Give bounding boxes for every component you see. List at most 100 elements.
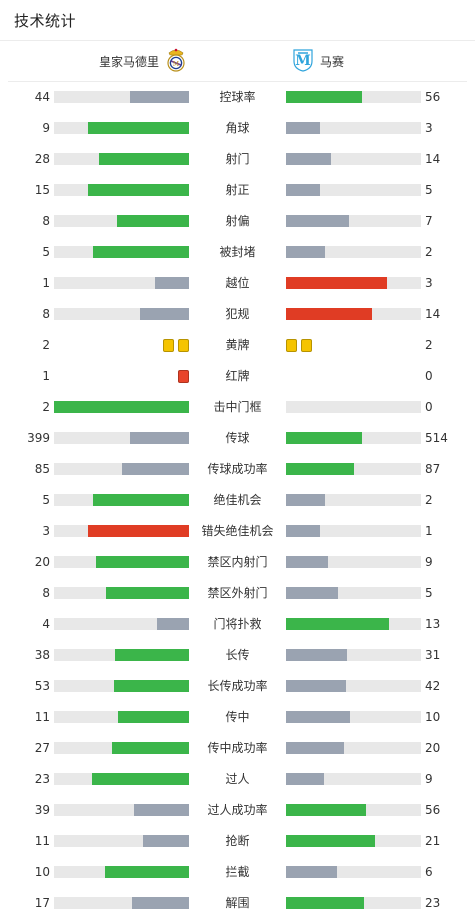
home-stat-bar-fill — [157, 618, 189, 630]
stat-label: 射门 — [225, 152, 250, 166]
stat-label: 过人成功率 — [207, 803, 268, 817]
home-stat-bar-fill — [131, 897, 189, 909]
home-stat-value: 85 — [34, 462, 50, 476]
away-stat-bar-fill — [286, 525, 320, 537]
away-stat-value: 2 — [425, 245, 433, 259]
stat-label: 传中成功率 — [207, 741, 268, 755]
away-stat-value: 42 — [425, 679, 441, 693]
away-cards — [286, 339, 312, 352]
home-stat-bar — [54, 804, 189, 816]
away-stat-value: 3 — [425, 276, 433, 290]
yellow-card-icon — [163, 339, 174, 352]
away-stat-value: 5 — [425, 183, 433, 197]
away-stat-bar-fill — [286, 897, 364, 909]
svg-text:M: M — [173, 61, 179, 68]
home-stat-bar — [54, 122, 189, 134]
home-stat-value: 11 — [34, 834, 50, 848]
home-stat-bar — [54, 587, 189, 599]
marseille-crest-icon: M — [292, 48, 314, 76]
stat-label: 过人 — [225, 772, 250, 786]
stat-row: 23 过人 9 — [0, 764, 475, 795]
stat-label: 禁区外射门 — [207, 586, 268, 600]
away-stat-bar-fill — [286, 122, 320, 134]
stat-row: 53 长传成功率 42 — [0, 671, 475, 702]
away-stat-bar — [286, 649, 421, 661]
away-stat-bar — [286, 525, 421, 537]
away-stat-bar — [286, 401, 421, 413]
stat-row: 5 被封堵 2 — [0, 237, 475, 268]
home-team: 皇家马德里 M — [99, 41, 187, 82]
home-stat-value: 38 — [34, 648, 50, 662]
stat-label: 禁区内射门 — [207, 555, 268, 569]
away-stat-value: 20 — [425, 741, 441, 755]
away-stat-bar-fill — [286, 215, 350, 227]
stat-label: 门将扑救 — [213, 617, 262, 631]
home-stat-bar-fill — [113, 680, 189, 692]
stat-row: 15 射正 5 — [0, 175, 475, 206]
home-stat-bar-fill — [111, 742, 189, 754]
away-stat-bar-fill — [286, 587, 338, 599]
away-stat-value: 56 — [425, 90, 441, 104]
home-stat-bar — [54, 649, 189, 661]
away-stat-bar-fill — [286, 91, 362, 103]
home-stat-bar-fill — [129, 91, 189, 103]
stat-row: 27 传中成功率 20 — [0, 733, 475, 764]
stat-row: 2 黄牌 2 — [0, 330, 475, 361]
stat-label: 错失绝佳机会 — [201, 524, 274, 538]
stat-label: 传球成功率 — [207, 462, 268, 476]
home-stat-bar — [54, 494, 189, 506]
away-stat-bar-fill — [286, 866, 337, 878]
stat-label: 绝佳机会 — [213, 493, 262, 507]
away-stat-value: 3 — [425, 121, 433, 135]
away-stat-bar — [286, 494, 421, 506]
stat-label: 击中门框 — [213, 400, 262, 414]
home-stat-value: 39 — [34, 803, 50, 817]
away-stat-bar-fill — [286, 773, 324, 785]
away-stat-bar — [286, 153, 421, 165]
real-madrid-crest-icon: M — [165, 47, 187, 77]
home-stat-bar — [54, 432, 189, 444]
home-team-name: 皇家马德里 — [98, 55, 159, 69]
home-stat-bar-fill — [91, 773, 189, 785]
home-stat-value: 17 — [34, 896, 50, 910]
stat-row: 5 绝佳机会 2 — [0, 485, 475, 516]
home-stat-bar-fill — [87, 122, 189, 134]
home-stat-bar — [54, 215, 189, 227]
home-stat-bar — [54, 866, 189, 878]
yellow-card-icon — [301, 339, 312, 352]
away-stat-value: 10 — [425, 710, 441, 724]
away-stat-value: 6 — [425, 865, 433, 879]
home-stat-bar-fill — [87, 525, 189, 537]
stat-label: 犯规 — [225, 307, 250, 321]
home-stat-bar — [54, 835, 189, 847]
away-stat-bar-fill — [286, 618, 390, 630]
away-stat-bar-fill — [286, 680, 346, 692]
home-stat-value: 27 — [34, 741, 50, 755]
home-stat-bar-fill — [130, 432, 189, 444]
away-stat-bar — [286, 587, 421, 599]
away-stat-bar-fill — [286, 308, 372, 320]
away-stat-value: 87 — [425, 462, 441, 476]
home-stat-value: 2 — [42, 400, 50, 414]
home-stat-value: 10 — [34, 865, 50, 879]
home-stat-bar-fill — [92, 494, 189, 506]
stat-row: 9 角球 3 — [0, 113, 475, 144]
away-stat-bar — [286, 246, 421, 258]
home-stat-bar-fill — [133, 804, 189, 816]
away-stat-bar-fill — [286, 556, 328, 568]
home-stat-value: 8 — [42, 307, 50, 321]
stat-row: 28 射门 14 — [0, 144, 475, 175]
away-stat-value: 14 — [425, 307, 441, 321]
away-stat-value: 9 — [425, 555, 433, 569]
stats-list: 44 控球率 56 9 角球 3 28 射门 14 15 射正 5 8 射偏 7 5 被封堵 2 1 越位 3 8 犯规 14… — [0, 82, 475, 919]
away-stat-bar-fill — [286, 649, 347, 661]
home-stat-bar-fill — [118, 711, 189, 723]
home-stat-bar-fill — [104, 866, 189, 878]
away-stat-bar — [286, 804, 421, 816]
home-stat-value: 20 — [34, 555, 50, 569]
home-stat-bar — [54, 277, 189, 289]
stat-row: 3 错失绝佳机会 1 — [0, 516, 475, 547]
stat-label: 射偏 — [225, 214, 250, 228]
away-stat-value: 514 — [425, 431, 448, 445]
svg-text:M: M — [295, 53, 311, 69]
